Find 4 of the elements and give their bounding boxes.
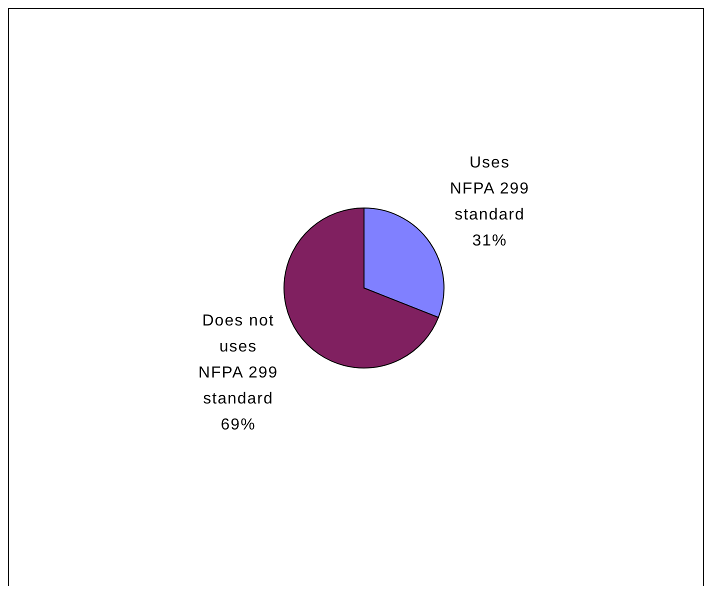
slice-label: Uses NFPA 299 standard — [450, 154, 530, 224]
data-label: 69% — [220, 416, 256, 434]
data-label: 31% — [472, 232, 508, 250]
slice-label: Does not uses NFPA 299 standard — [198, 312, 278, 408]
